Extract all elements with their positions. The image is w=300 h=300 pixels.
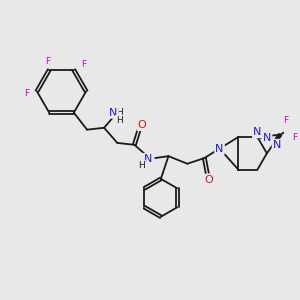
Text: N: N xyxy=(110,108,118,118)
Text: H: H xyxy=(116,116,123,125)
Text: N: N xyxy=(273,140,281,150)
Text: F: F xyxy=(283,116,288,125)
Text: H: H xyxy=(139,161,145,170)
Text: F: F xyxy=(45,57,50,66)
Text: N: N xyxy=(253,127,262,137)
Text: F: F xyxy=(24,89,29,98)
Text: H: H xyxy=(116,108,123,117)
Text: N: N xyxy=(263,133,271,142)
Text: O: O xyxy=(205,175,214,185)
Text: N: N xyxy=(143,154,152,164)
Text: F: F xyxy=(299,118,300,127)
Text: N: N xyxy=(215,144,224,154)
Text: F: F xyxy=(81,60,86,69)
Text: F: F xyxy=(292,133,297,142)
Text: O: O xyxy=(138,120,146,130)
